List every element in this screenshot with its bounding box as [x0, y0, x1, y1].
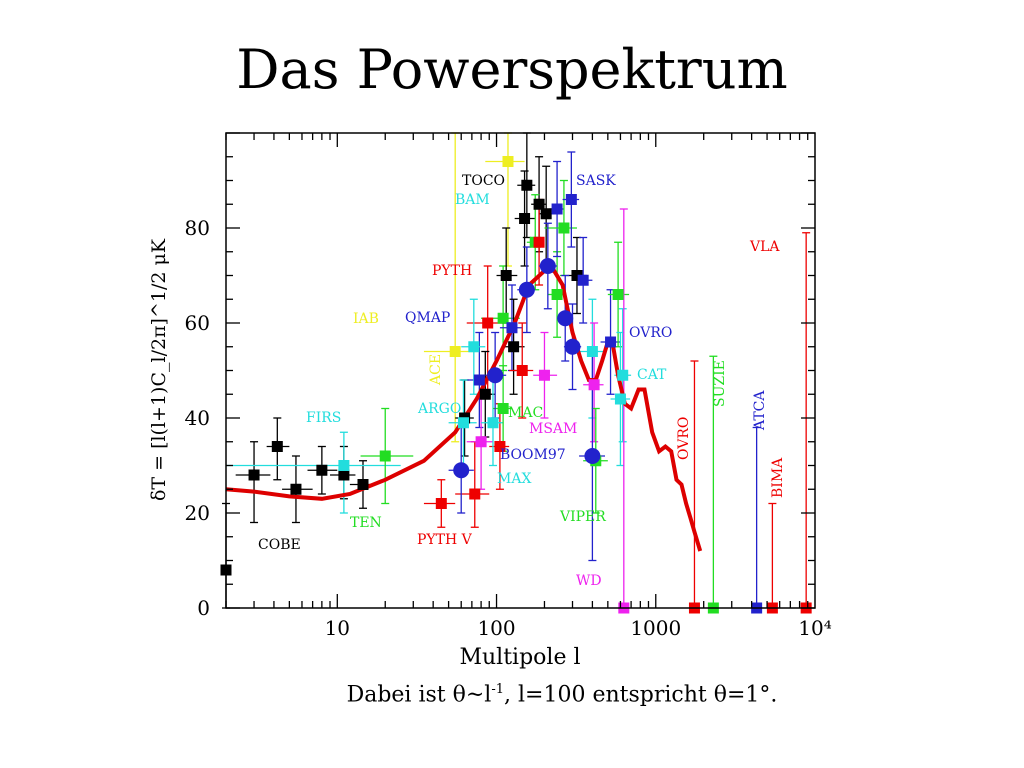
- x-tick-label: 1000: [630, 616, 681, 640]
- data-point-square: [468, 341, 480, 353]
- data-point-square: [457, 417, 469, 429]
- data-point-square: [316, 464, 328, 476]
- data-point-square: [540, 208, 552, 220]
- data-point-square: [473, 374, 485, 386]
- y-tick-label: 40: [185, 406, 210, 430]
- tick-labels: 10 100 1000 10⁴ 0 20 40 60 80: [185, 216, 832, 640]
- experiment-label: PYTH: [432, 263, 472, 279]
- y-axis-label: δT = [l(l+1)C_l/2π]^1/2 μK: [148, 238, 170, 501]
- data-point-square: [357, 479, 369, 490]
- data-point-circle: [453, 462, 470, 479]
- experiment-label: SUZIE: [712, 360, 728, 407]
- experiment-label: VLA: [749, 239, 780, 255]
- axis-ticks: [225, 132, 815, 609]
- experiment-label: MAX: [497, 471, 531, 487]
- experiment-labels: COBE FIRS TEN PYTH V TOCO SASK BAM PYTH IAB QMAP A…: [258, 173, 786, 589]
- experiment-label: MSAM: [529, 421, 577, 437]
- data-point-circle: [564, 338, 581, 355]
- slide-title: Das Powerspektrum: [236, 38, 788, 101]
- caption-exponent: -1: [491, 682, 505, 697]
- data-point-square: [248, 469, 260, 481]
- experiment-label: OVRO: [629, 325, 672, 341]
- experiment-label: FIRS: [306, 410, 341, 426]
- experiment-label: OVRO: [676, 417, 692, 460]
- y-tick-label: 80: [185, 216, 210, 240]
- experiment-label: BAM: [455, 192, 490, 208]
- data-point-square: [612, 289, 624, 300]
- x-tick-label: 10: [325, 616, 350, 640]
- data-point-circle: [487, 367, 504, 384]
- data-point-square: [605, 336, 617, 348]
- experiment-label: VIPER: [559, 509, 606, 525]
- data-point-square: [502, 156, 514, 167]
- data-point-square: [497, 403, 509, 414]
- experiment-label: ARGO: [417, 401, 461, 417]
- experiment-label: CAT: [637, 367, 667, 383]
- data-markers: [220, 156, 812, 614]
- data-point-square: [479, 388, 491, 400]
- data-point-square: [290, 483, 302, 495]
- data-point-square: [482, 317, 494, 329]
- data-point-circle: [518, 281, 535, 298]
- data-point-square: [614, 393, 626, 405]
- data-point-square: [551, 289, 563, 300]
- y-tick-label: 0: [197, 596, 210, 620]
- experiment-label: BIMA: [770, 457, 786, 498]
- x-axis-label: Multipole l: [459, 645, 580, 670]
- experiment-label: SASK: [576, 173, 616, 189]
- experiment-label: WD: [576, 573, 602, 589]
- data-point-square: [538, 369, 550, 381]
- caption-suffix: , l=100 entspricht θ=1°.: [504, 682, 778, 708]
- experiment-label: MAC: [508, 405, 543, 421]
- experiment-label: ATCA: [752, 390, 768, 431]
- data-point-square: [469, 488, 481, 500]
- data-point-square: [500, 270, 512, 281]
- data-point-square: [494, 441, 506, 452]
- data-point-square: [338, 469, 350, 481]
- data-point-square: [508, 341, 520, 353]
- y-tick-label: 60: [185, 311, 210, 335]
- x-tick-label: 100: [477, 616, 515, 640]
- experiment-label: TOCO: [462, 173, 505, 189]
- data-point-square: [571, 270, 583, 281]
- data-point-square: [551, 203, 563, 215]
- data-point-circle: [539, 258, 556, 274]
- data-point-square: [533, 236, 545, 248]
- caption-prefix: Dabei ist θ~l: [346, 682, 492, 708]
- caption: Dabei ist θ~l-1, l=100 entspricht θ=1°.: [0, 682, 1024, 707]
- data-point-square: [533, 198, 545, 210]
- data-point-square: [435, 498, 447, 509]
- data-point-square: [506, 322, 518, 334]
- data-point-square: [271, 441, 283, 452]
- experiment-label: IAB: [353, 311, 379, 327]
- y-tick-label: 20: [185, 501, 210, 525]
- experiment-label: COBE: [258, 537, 301, 553]
- data-point-square: [565, 194, 577, 205]
- data-point-circle: [557, 310, 574, 327]
- data-point-square: [516, 365, 528, 376]
- data-point-square: [487, 417, 499, 429]
- x-tick-label: 10⁴: [798, 616, 831, 640]
- data-point-square: [449, 346, 461, 357]
- data-point-circle: [584, 448, 601, 464]
- experiment-label: QMAP: [405, 310, 450, 326]
- data-point-square: [521, 179, 533, 191]
- experiment-label: ACE: [428, 354, 444, 386]
- data-point-square: [379, 450, 391, 462]
- data-point-square: [617, 369, 629, 381]
- data-point-square: [588, 379, 600, 391]
- data-point-square: [519, 213, 531, 224]
- data-point-square: [586, 346, 598, 357]
- experiment-label: PYTH V: [417, 532, 473, 548]
- data-point-square: [558, 222, 570, 234]
- data-point-square: [338, 460, 350, 471]
- data-point-square: [577, 274, 589, 286]
- data-point-square: [497, 312, 509, 324]
- experiment-label: BOOM97: [500, 447, 566, 463]
- experiment-label: TEN: [350, 515, 382, 531]
- data-point-square: [475, 436, 487, 448]
